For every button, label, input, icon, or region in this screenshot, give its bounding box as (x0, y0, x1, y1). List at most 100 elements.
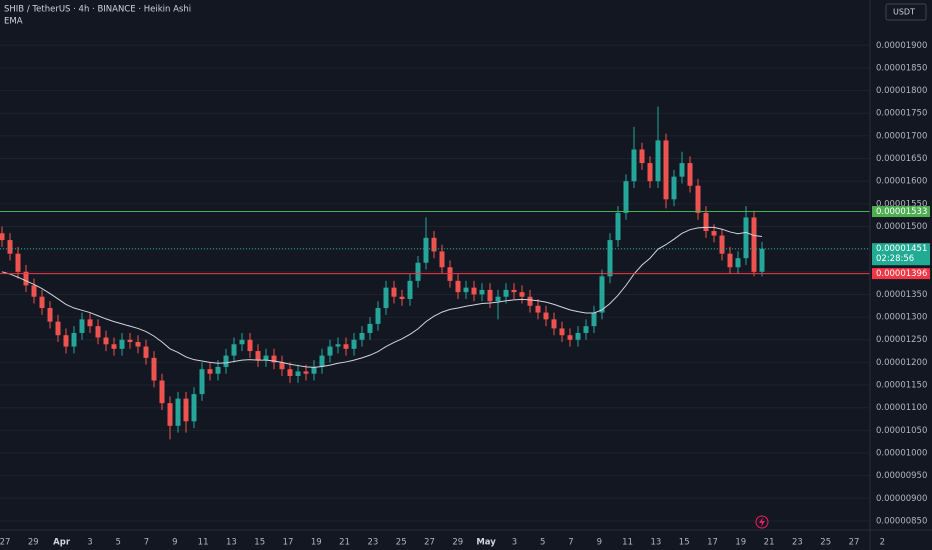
candle-body (375, 308, 381, 324)
price-label: 0.00001451 (876, 244, 927, 254)
candle-body (63, 335, 69, 347)
candle-body (15, 253, 21, 272)
x-tick-label: 7 (568, 538, 573, 548)
y-tick-label: 0.00001900 (876, 41, 927, 51)
candle-body (207, 369, 213, 374)
candle-body (143, 346, 149, 358)
candle-body (327, 346, 333, 356)
candle-body (487, 289, 493, 302)
candle-body (247, 339, 253, 352)
x-tick-label: 3 (87, 538, 92, 548)
y-tick-label: 0.00001600 (876, 177, 927, 187)
candle-body (695, 185, 701, 213)
x-tick-label: 21 (764, 538, 775, 548)
candle-body (287, 369, 293, 376)
y-tick-label: 0.00001800 (876, 86, 927, 96)
chart-title: SHIB / TetherUS · 4h · BINANCE · Heikin … (4, 5, 191, 15)
y-tick-label: 0.00001750 (876, 109, 927, 119)
candle-body (591, 312, 597, 327)
x-tick-label: 29 (452, 538, 463, 548)
y-tick-label: 0.00001100 (876, 403, 927, 413)
candle-body (191, 394, 197, 422)
y-tick-label: 0.00001200 (876, 358, 927, 368)
candle-body (351, 339, 357, 349)
price-label-box (872, 206, 930, 218)
candle-body (663, 140, 669, 200)
x-tick-label: 29 (28, 538, 39, 548)
x-tick-label: 11 (622, 538, 633, 548)
y-tick-label: 0.00001550 (876, 199, 927, 209)
candle-body (599, 276, 605, 313)
candle-body (607, 240, 613, 277)
candle-body (175, 398, 181, 426)
candle-body (535, 305, 541, 313)
x-tick-label: 23 (792, 538, 803, 548)
candle-body (727, 253, 733, 268)
currency-button[interactable] (885, 3, 927, 21)
candle-body (495, 296, 501, 302)
candle-body (567, 335, 573, 340)
y-tick-label: 0.00001050 (876, 426, 927, 436)
candle-body (367, 323, 373, 333)
candle-body (167, 403, 173, 426)
candle-body (295, 371, 301, 376)
candle-body (23, 271, 29, 286)
candle-body (231, 344, 237, 356)
price-label: 0.00001396 (876, 269, 927, 279)
candle-body (239, 339, 245, 345)
candle-body (407, 280, 413, 299)
candle-body (279, 362, 285, 370)
x-tick-label: 3 (512, 538, 517, 548)
candle-body (583, 326, 589, 333)
price-label-box (872, 243, 930, 266)
candle-body (335, 344, 341, 347)
y-axis: 0.00001900 0.00001850 0.00001800 0.00001750… (872, 41, 930, 526)
candle-body (647, 163, 653, 182)
candle-body (655, 140, 661, 182)
candle-body (319, 355, 325, 367)
candle-body (311, 366, 317, 374)
candle-body (95, 326, 101, 338)
candle-body (439, 251, 445, 268)
candle-body (463, 287, 469, 293)
candle-body (735, 258, 741, 268)
y-tick-label: 0.00001650 (876, 154, 927, 164)
grid (0, 44, 870, 522)
candle-body (631, 149, 637, 182)
candle-body (55, 321, 61, 336)
candle-body (671, 176, 677, 200)
x-tick-label: 5 (115, 538, 120, 548)
candle-body (31, 285, 37, 297)
y-tick-label: 0.00001700 (876, 131, 927, 141)
x-tick-label: Apr (53, 538, 71, 548)
candle-body (0, 233, 5, 241)
x-tick-label: 19 (735, 538, 746, 548)
x-tick-label: 5 (540, 538, 545, 548)
candle-body (127, 339, 133, 343)
y-tick-label: 0.00001850 (876, 63, 927, 73)
candle-body (255, 351, 261, 361)
y-tick-label: 0.00001150 (876, 381, 927, 391)
candle-body (103, 337, 109, 345)
x-tick-label: 13 (650, 538, 661, 548)
candle-body (263, 355, 269, 361)
price-label-box (872, 268, 930, 280)
x-tick-label: 17 (283, 538, 294, 548)
candle-body (119, 339, 125, 349)
alert-icon[interactable] (755, 515, 769, 529)
candle-body (399, 296, 405, 299)
candle-body (183, 398, 189, 422)
currency-label[interactable]: USDT (893, 8, 915, 17)
candle-body (431, 237, 437, 252)
candle-body (511, 289, 517, 293)
candle-body (687, 163, 693, 186)
x-tick-label: 27 (849, 538, 860, 548)
candle-body (711, 231, 717, 236)
candle-body (151, 357, 157, 381)
x-tick-label: 2 (880, 538, 885, 548)
y-tick-label: 0.00001350 (876, 290, 927, 300)
candle-body (223, 355, 229, 367)
candle-body (479, 289, 485, 295)
y-tick-label: 0.00000850 (876, 516, 927, 526)
